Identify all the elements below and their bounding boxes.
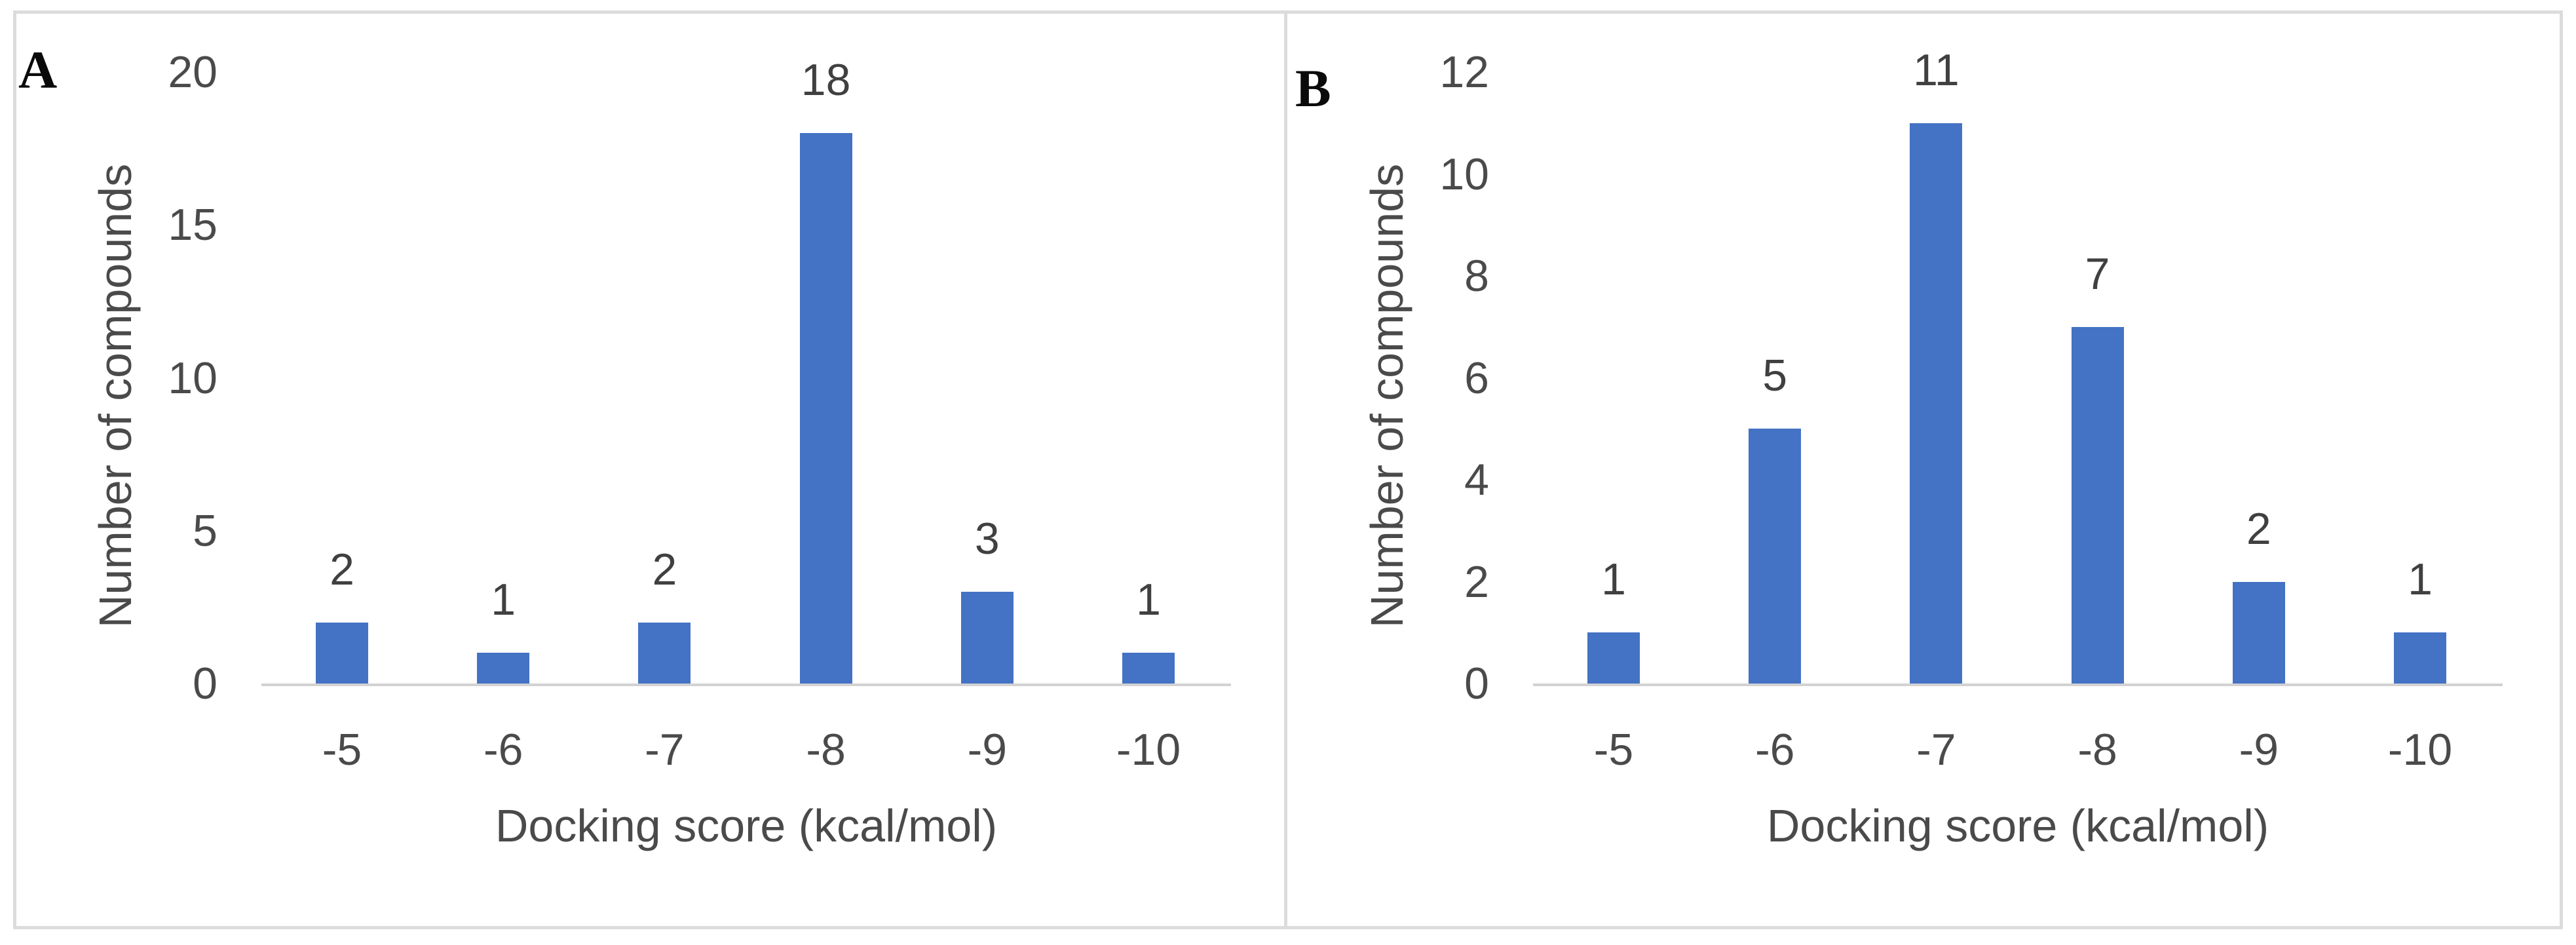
panel-b-letter: B (1295, 58, 1331, 118)
panel-b-plot-area: 0 2 4 6 8 10 12 1 -5 5 -6 11 -7 7 -8 2 -9 1 -10 (1287, 14, 2560, 925)
bar (799, 133, 852, 684)
bar-value-label: 1 (1601, 554, 1626, 605)
bar (638, 622, 691, 684)
x-tick-label: -5 (322, 725, 362, 775)
bar-value-label: 1 (2408, 554, 2433, 605)
x-axis-line (261, 684, 1231, 686)
y-tick-label: 4 (1464, 455, 1489, 505)
bar-value-label: 11 (1913, 45, 1960, 95)
x-tick-label: -8 (806, 725, 846, 775)
bar (2394, 632, 2446, 684)
x-tick-label: -6 (1754, 725, 1795, 775)
y-tick-label: 5 (193, 505, 218, 556)
y-tick-label: 10 (1439, 149, 1489, 199)
y-tick-label: 0 (193, 659, 218, 708)
bar (477, 653, 530, 684)
y-tick-label: 10 (168, 353, 218, 403)
x-tick-label: -8 (2077, 725, 2117, 775)
panel-a-x-axis-title: Docking score (kcal/mol) (495, 800, 998, 851)
panel-b: B Number of compounds 0 2 4 6 8 10 12 1 -5 5 -6 11-… (1287, 14, 2560, 925)
bar (1910, 123, 1963, 684)
y-tick-label: 15 (168, 200, 218, 250)
panel-a-plot-area: 0 5 10 15 20 2 -5 1 -6 2 -7 18 -8 3 -9 1 -10 (16, 14, 1284, 925)
bar (1749, 429, 1802, 684)
x-tick-label: -5 (1593, 725, 1634, 775)
bar (2232, 581, 2285, 684)
panel-a: A Number of compounds 0 5 10 15 20 2 -5 1 -6 2 -7 1… (16, 14, 1284, 925)
bar-value-label: 2 (330, 544, 354, 594)
x-axis-line (1533, 684, 2503, 686)
bar-value-label: 2 (652, 544, 677, 594)
x-tick-label: -6 (483, 725, 523, 775)
y-tick-label: 6 (1464, 353, 1489, 403)
x-tick-label: -7 (645, 725, 685, 775)
x-tick-label: -9 (2239, 725, 2279, 775)
bar-value-label: 5 (1762, 351, 1788, 401)
bar-value-label: 3 (974, 514, 1000, 564)
bar-value-label: 1 (491, 575, 516, 625)
bar-value-label: 2 (2246, 503, 2271, 554)
x-tick-label: -7 (1916, 725, 1956, 775)
y-tick-label: 0 (1464, 659, 1489, 708)
bar (2071, 326, 2124, 684)
bar (316, 622, 368, 684)
bar-value-label: 1 (1136, 575, 1161, 625)
bar (960, 592, 1013, 684)
x-tick-label: -10 (1116, 725, 1181, 775)
panel-a-letter: A (18, 40, 58, 100)
bar (1122, 653, 1175, 684)
bar-value-label: 7 (2085, 248, 2110, 299)
x-tick-label: -10 (2387, 725, 2453, 775)
panel-divider (1284, 10, 1287, 929)
bar-value-label: 18 (801, 55, 851, 106)
x-tick-label: -9 (967, 725, 1008, 775)
panel-b-x-axis-title: Docking score (kcal/mol) (1766, 800, 2269, 851)
y-tick-label: 8 (1464, 251, 1489, 301)
y-tick-label: 20 (168, 47, 218, 97)
y-tick-label: 12 (1439, 47, 1489, 97)
bar (1587, 632, 1640, 684)
y-tick-label: 2 (1464, 556, 1489, 607)
figure-frame (13, 10, 2563, 929)
